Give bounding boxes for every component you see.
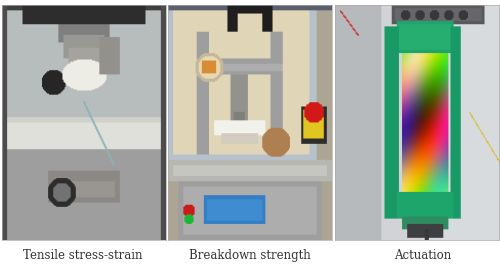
Text: Actuation: Actuation <box>394 249 451 262</box>
Text: Tensile stress-strain: Tensile stress-strain <box>23 249 142 262</box>
Text: Breakdown strength: Breakdown strength <box>189 249 311 262</box>
